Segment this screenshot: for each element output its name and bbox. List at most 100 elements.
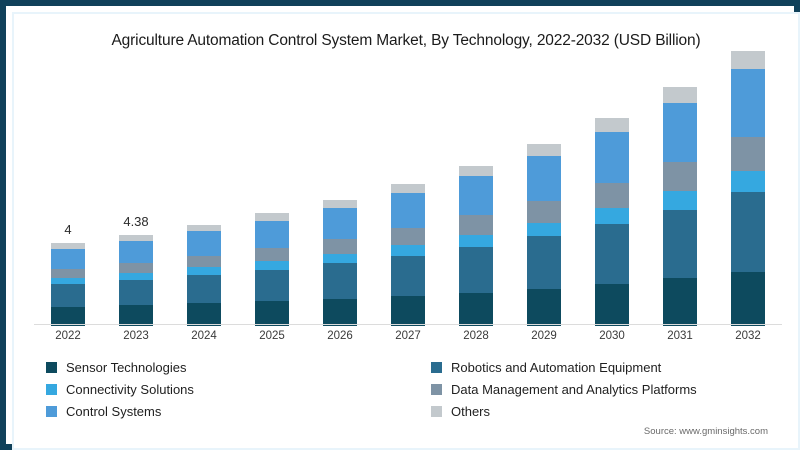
bar-segment[interactable] <box>51 268 85 279</box>
bar-segment[interactable] <box>731 50 765 69</box>
legend-label: Others <box>451 403 491 419</box>
x-axis-tick-label: 2023 <box>123 330 149 342</box>
bar-column[interactable] <box>51 242 85 326</box>
bar-segment[interactable] <box>255 220 289 248</box>
bar-segment[interactable] <box>187 231 221 256</box>
bar-segment[interactable] <box>595 284 629 326</box>
bar-segment[interactable] <box>51 248 85 269</box>
bar-segment[interactable] <box>731 136 765 171</box>
legend-item[interactable]: Data Management and Analytics Platforms <box>431 378 776 400</box>
bar-column[interactable] <box>459 165 493 326</box>
bar-segment[interactable] <box>527 143 561 156</box>
bar-segment[interactable] <box>255 247 289 262</box>
legend-item[interactable]: Connectivity Solutions <box>46 378 431 400</box>
bar-segment[interactable] <box>255 213 289 221</box>
bar-segment[interactable] <box>459 176 493 216</box>
bar-segment[interactable] <box>459 165 493 177</box>
bar-segment[interactable] <box>595 183 629 209</box>
bar-segment[interactable] <box>663 162 697 192</box>
bar-segment[interactable] <box>323 298 357 326</box>
bar-column[interactable] <box>391 183 425 326</box>
legend-label: Control Systems <box>66 403 162 419</box>
bar-segment[interactable] <box>527 288 561 326</box>
bar-segment[interactable] <box>255 269 289 302</box>
bar-segment[interactable] <box>51 284 85 308</box>
bar-segment[interactable] <box>51 307 85 326</box>
bar-column[interactable] <box>119 234 153 326</box>
bar-segment[interactable] <box>595 117 629 132</box>
bar-segment[interactable] <box>51 278 85 285</box>
legend-item[interactable]: Control Systems <box>46 400 431 422</box>
legend-label: Robotics and Automation Equipment <box>451 359 662 375</box>
bar-column[interactable] <box>255 213 289 326</box>
bar-segment[interactable] <box>119 279 153 306</box>
legend-color-swatch <box>431 383 442 395</box>
x-axis-tick-label: 2022 <box>55 330 81 342</box>
bar-segment[interactable] <box>323 238 357 254</box>
legend-color-swatch <box>46 405 57 417</box>
legend-item[interactable]: Robotics and Automation Equipment <box>431 356 776 378</box>
bar-segment[interactable] <box>187 267 221 276</box>
bar-segment[interactable] <box>731 170 765 193</box>
legend-item[interactable]: Sensor Technologies <box>46 356 431 378</box>
x-axis-tick-label: 2028 <box>463 330 489 342</box>
plot-area: 4 4.38 <box>34 50 782 326</box>
legend-color-swatch <box>431 405 442 417</box>
bar-column[interactable] <box>731 50 765 326</box>
bar-segment[interactable] <box>323 263 357 299</box>
x-axis-tick-label: 2025 <box>259 330 285 342</box>
bar-segment[interactable] <box>595 224 629 285</box>
bar-segment[interactable] <box>663 278 697 326</box>
x-axis-tick-label: 2027 <box>395 330 421 342</box>
bar-segment[interactable] <box>119 234 153 241</box>
legend-item[interactable]: Others <box>431 400 776 422</box>
bar-segment[interactable] <box>527 236 561 289</box>
bar-segment[interactable] <box>391 183 425 194</box>
bar-segment[interactable] <box>51 242 85 249</box>
bar-segment[interactable] <box>595 208 629 225</box>
bar-segment[interactable] <box>595 131 629 184</box>
bar-segment[interactable] <box>119 273 153 280</box>
bar-segment[interactable] <box>323 253 357 264</box>
bar-segment[interactable] <box>391 295 425 326</box>
bar-segment[interactable] <box>323 208 357 239</box>
bar-segment[interactable] <box>187 303 221 326</box>
bar-column[interactable] <box>663 87 697 326</box>
bar-segment[interactable] <box>731 271 765 326</box>
bar-segment[interactable] <box>187 224 221 232</box>
x-axis-tick-label: 2032 <box>735 330 761 342</box>
bar-segment[interactable] <box>323 199 357 209</box>
bar-segment[interactable] <box>187 255 221 268</box>
bar-segment[interactable] <box>459 292 493 326</box>
bar-column[interactable] <box>187 224 221 326</box>
bar-segment[interactable] <box>731 192 765 272</box>
bar-column[interactable] <box>595 117 629 326</box>
bar-segment[interactable] <box>663 191 697 210</box>
bar-segment[interactable] <box>119 305 153 326</box>
bar-column[interactable] <box>527 143 561 326</box>
bar-segment[interactable] <box>663 87 697 104</box>
x-axis-tick-label: 2031 <box>667 330 693 342</box>
bar-segment[interactable] <box>119 240 153 263</box>
bar-segment[interactable] <box>527 200 561 223</box>
bar-segment[interactable] <box>459 234 493 247</box>
bar-segment[interactable] <box>255 261 289 270</box>
bar-segment[interactable] <box>731 68 765 137</box>
bar-segment[interactable] <box>459 215 493 235</box>
bar-segment[interactable] <box>527 222 561 237</box>
legend-label: Connectivity Solutions <box>66 381 194 397</box>
bar-column[interactable] <box>323 199 357 326</box>
bar-segment[interactable] <box>187 275 221 304</box>
x-axis-tick-label: 2026 <box>327 330 353 342</box>
legend-color-swatch <box>46 383 57 395</box>
bar-segment[interactable] <box>527 155 561 201</box>
bar-segment[interactable] <box>391 244 425 256</box>
bar-segment[interactable] <box>391 255 425 296</box>
bar-segment[interactable] <box>119 262 153 274</box>
bar-segment[interactable] <box>663 209 697 279</box>
bar-segment[interactable] <box>391 193 425 228</box>
bar-segment[interactable] <box>391 227 425 245</box>
bar-segment[interactable] <box>663 103 697 162</box>
bar-segment[interactable] <box>255 301 289 326</box>
bar-segment[interactable] <box>459 246 493 293</box>
